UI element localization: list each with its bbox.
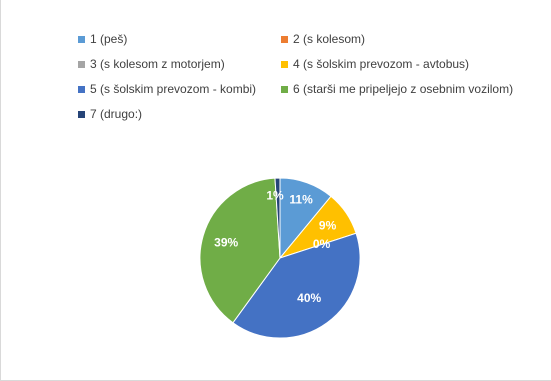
legend-label-3: 3 (s kolesom z motorjem) <box>90 57 225 71</box>
pie-slice-6 <box>199 177 281 324</box>
legend-swatch-7 <box>78 110 85 118</box>
pie-label-2: 0% <box>313 237 331 251</box>
legend-label-7: 7 (drugo:) <box>90 107 143 121</box>
pie-slice-7 <box>274 177 281 259</box>
legend-item-5: 5 (s šolskim prevozom - kombi) <box>78 82 256 96</box>
legend-item-2: 2 (s kolesom) <box>281 32 365 46</box>
legend-label-5: 5 (s šolskim prevozom - kombi) <box>90 82 257 96</box>
pie-label-7: 1% <box>266 189 284 203</box>
legend-swatch-4 <box>281 60 288 68</box>
legend-swatch-5 <box>78 85 85 93</box>
legend-swatch-3 <box>78 60 85 68</box>
legend-swatch-2 <box>281 35 288 43</box>
legend-item-3: 3 (s kolesom z motorjem) <box>78 57 225 71</box>
legend-swatch-1 <box>78 35 85 43</box>
legend-label-6: 6 (starši me pripeljejo z osebnim vozilo… <box>293 82 514 96</box>
pie-label-1: 11% <box>289 192 313 206</box>
legend-label-1: 1 (peš) <box>90 32 128 46</box>
pie-label-5: 40% <box>297 291 321 305</box>
legend-label-2: 2 (s kolesom) <box>293 32 366 46</box>
legend: 1 (peš) 2 (s kolesom) 3 (s kolesom z mot… <box>1 0 551 140</box>
legend-swatch-6 <box>281 85 288 93</box>
legend-item-7: 7 (drugo:) <box>78 107 142 121</box>
pie-slice-5 <box>232 232 361 339</box>
legend-item-1: 1 (peš) <box>78 32 127 46</box>
pie-label-4: 9% <box>319 219 337 233</box>
legend-item-6: 6 (starši me pripeljejo z osebnim vozilo… <box>281 82 513 96</box>
legend-item-4: 4 (s šolskim prevozom - avtobus) <box>281 57 469 71</box>
pie-label-6: 39% <box>214 235 238 249</box>
legend-label-4: 4 (s šolskim prevozom - avtobus) <box>293 57 470 71</box>
